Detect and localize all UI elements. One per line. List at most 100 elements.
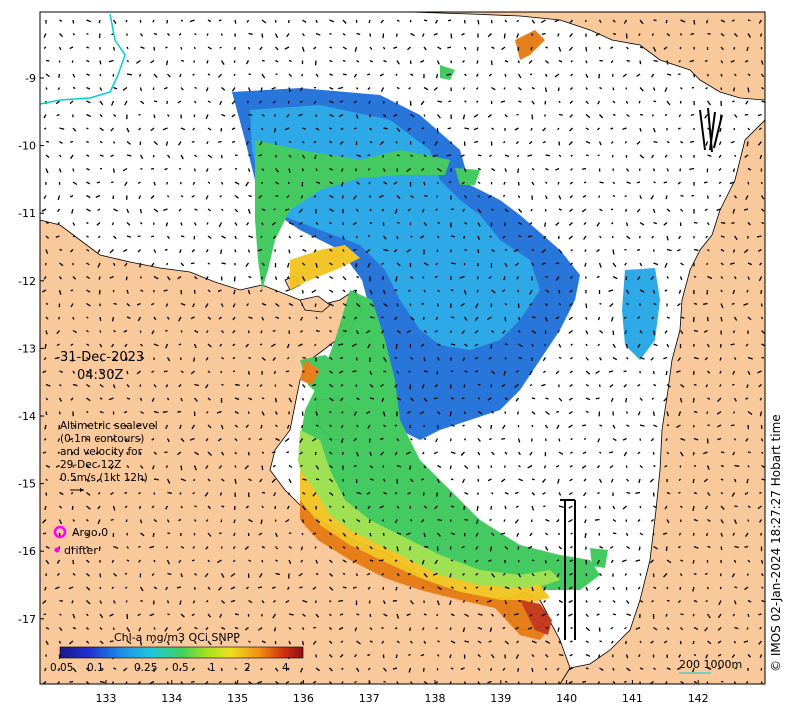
velocity-arrow <box>611 154 614 158</box>
velocity-arrow <box>258 532 263 536</box>
velocity-arrow <box>731 302 735 305</box>
velocity-arrow <box>367 667 371 671</box>
velocity-arrow <box>234 397 240 401</box>
velocity-arrow <box>639 195 642 200</box>
velocity-arrow <box>248 154 251 157</box>
velocity-arrow <box>122 86 128 91</box>
velocity-arrow <box>421 33 425 37</box>
velocity-arrow <box>177 275 182 280</box>
velocity-arrow <box>207 559 210 563</box>
velocity-arrow <box>612 532 617 535</box>
velocity-arrow <box>707 518 711 522</box>
velocity-arrow <box>179 492 182 495</box>
velocity-arrow <box>409 546 412 551</box>
velocity-arrow <box>193 519 197 522</box>
velocity-arrow <box>152 154 155 158</box>
velocity-arrow <box>112 627 115 631</box>
velocity-arrow <box>531 397 536 400</box>
velocity-arrow <box>220 33 223 36</box>
velocity-arrow <box>447 19 452 22</box>
velocity-arrow <box>531 316 536 319</box>
velocity-arrow <box>705 654 709 659</box>
velocity-arrow <box>705 235 708 239</box>
velocity-arrow <box>113 302 117 305</box>
velocity-arrow <box>393 249 398 253</box>
velocity-arrow <box>514 519 519 524</box>
velocity-arrow <box>664 681 668 684</box>
velocity-arrow <box>99 316 102 322</box>
velocity-arrow <box>666 208 671 213</box>
velocity-arrow <box>260 330 263 334</box>
velocity-arrow <box>383 546 387 550</box>
velocity-arrow <box>664 87 668 92</box>
velocity-arrow <box>477 181 481 184</box>
velocity-arrow <box>517 289 520 293</box>
velocity-arrow <box>86 289 91 293</box>
velocity-arrow <box>556 559 560 562</box>
velocity-arrow <box>311 235 317 238</box>
velocity-arrow <box>653 19 657 22</box>
velocity-arrow <box>477 208 482 214</box>
velocity-arrow <box>99 370 103 374</box>
velocity-arrow <box>137 235 141 238</box>
velocity-arrow <box>624 248 627 251</box>
velocity-arrow <box>717 397 722 403</box>
velocity-arrow <box>503 613 506 618</box>
velocity-arrow <box>421 208 425 213</box>
velocity-arrow <box>45 383 51 387</box>
velocity-arrow <box>329 154 333 157</box>
velocity-arrow <box>420 519 425 523</box>
velocity-arrow <box>544 424 549 429</box>
velocity-arrow <box>287 586 290 590</box>
velocity-arrow <box>57 438 61 442</box>
velocity-arrow <box>356 491 362 495</box>
velocity-arrow <box>113 667 117 670</box>
velocity-arrow <box>449 573 452 578</box>
velocity-arrow <box>164 167 168 171</box>
velocity-arrow <box>353 73 358 78</box>
velocity-arrow <box>137 249 141 253</box>
velocity-arrow <box>531 343 534 347</box>
velocity-arrow <box>165 141 169 146</box>
velocity-arrow <box>205 249 209 253</box>
velocity-arrow <box>731 19 735 22</box>
velocity-arrow <box>329 181 334 185</box>
velocity-arrow <box>352 221 357 226</box>
velocity-arrow <box>435 73 439 79</box>
velocity-arrow <box>599 86 603 90</box>
velocity-arrow <box>530 208 533 212</box>
velocity-arrow <box>191 194 195 198</box>
velocity-arrow <box>180 545 185 549</box>
velocity-arrow <box>719 586 722 590</box>
velocity-arrow <box>140 532 145 537</box>
velocity-arrow <box>261 208 266 212</box>
velocity-arrow <box>720 289 723 293</box>
velocity-arrow <box>437 532 441 537</box>
velocity-arrow <box>582 424 587 427</box>
velocity-arrow <box>342 519 346 523</box>
velocity-arrow <box>110 491 114 496</box>
velocity-arrow <box>651 235 655 239</box>
velocity-arrow <box>680 559 684 562</box>
velocity-arrow <box>756 235 762 238</box>
velocity-arrow <box>113 208 118 212</box>
velocity-arrow <box>423 680 428 684</box>
velocity-arrow <box>596 275 600 279</box>
velocity-arrow <box>491 370 496 375</box>
velocity-arrow <box>503 141 506 144</box>
velocity-arrow <box>273 627 277 632</box>
velocity-arrow <box>247 127 250 131</box>
velocity-arrow <box>406 167 411 173</box>
velocity-arrow <box>99 613 104 619</box>
velocity-arrow <box>626 113 630 118</box>
velocity-arrow <box>125 600 128 603</box>
velocity-arrow <box>43 438 47 441</box>
velocity-arrow <box>568 518 573 523</box>
velocity-arrow <box>610 640 614 644</box>
velocity-arrow <box>692 478 695 484</box>
velocity-arrow <box>271 586 276 589</box>
velocity-arrow <box>58 640 62 644</box>
velocity-arrow <box>422 316 425 321</box>
velocity-arrow <box>677 181 681 185</box>
velocity-arrow <box>149 613 155 617</box>
